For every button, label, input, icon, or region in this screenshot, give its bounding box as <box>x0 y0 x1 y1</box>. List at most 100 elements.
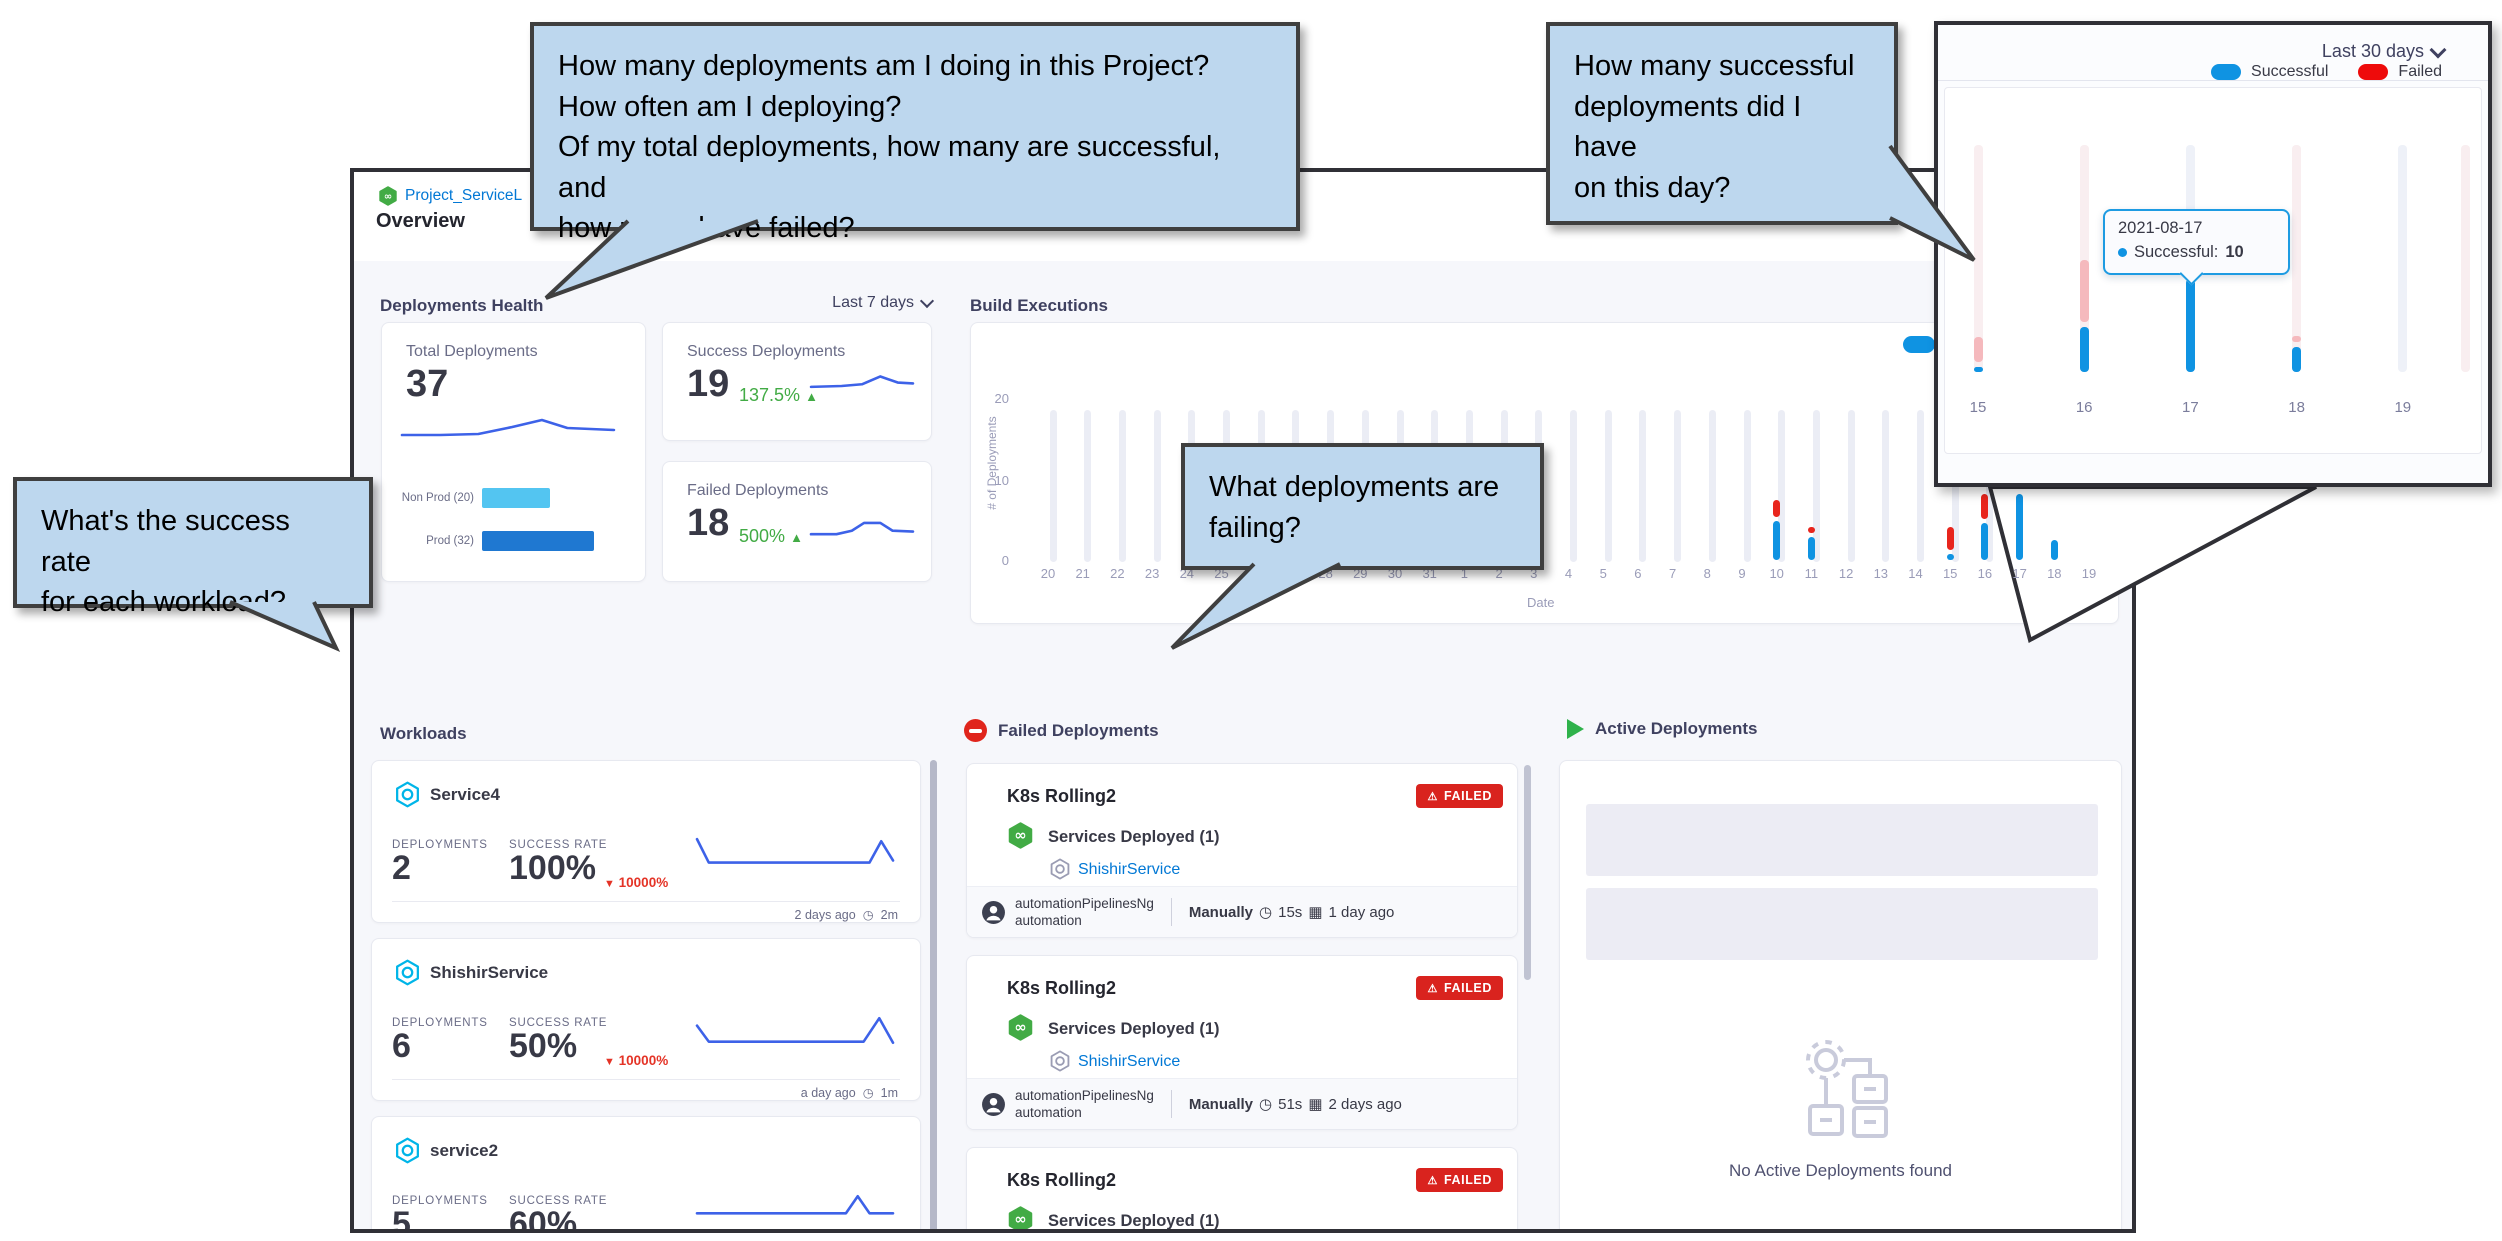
trigger-user: automation <box>1015 913 1082 928</box>
workload-trend: ▼ 10000% <box>604 875 669 890</box>
chart-column <box>1604 410 1612 562</box>
deployments-health-title: Deployments Health <box>380 296 544 315</box>
workload-sparkline <box>697 1193 893 1225</box>
chart-column <box>2398 145 2408 372</box>
clock-icon: ◷ <box>1259 904 1273 921</box>
workload-deployments-value: 2 <box>392 849 411 887</box>
status-badge: ⚠ FAILED <box>1416 784 1503 808</box>
warning-icon: ⚠ <box>1427 982 1438 995</box>
warning-icon: ⚠ <box>1427 790 1438 803</box>
trigger-mode: Manually <box>1188 903 1254 921</box>
popup-chart-legend: Successful Failed <box>2211 63 2442 81</box>
workload-name: ShishirService <box>430 963 549 982</box>
environment-bar-row: Non Prod (20) <box>382 488 631 508</box>
callout-tail <box>1888 144 1976 262</box>
magnified-chart-popup: Last 30 days Successful Failed 15 16 17 18 19… <box>1934 21 2492 487</box>
project-icon: ∞ <box>378 186 398 206</box>
total-deployments-sparkline <box>402 415 614 445</box>
workload-success-rate-value: 50% <box>509 1027 578 1065</box>
svg-text:∞: ∞ <box>1014 1019 1026 1036</box>
service-hexagon-icon <box>394 781 421 813</box>
success-trend: 137.5% ▲ <box>739 385 818 405</box>
up-arrow-icon: ▲ <box>805 389 818 404</box>
avatar <box>981 1092 1006 1117</box>
services-deployed-label: Services Deployed (1) <box>1048 828 1220 846</box>
cd-module-icon: ∞ <box>1007 822 1034 854</box>
chart-column <box>2079 145 2089 372</box>
deployments-range-select[interactable]: Last 7 days <box>754 293 935 312</box>
callout-deployment-questions: How many deployments am I doing in this … <box>530 22 1300 244</box>
tooltip-date: 2021-08-17 <box>2118 219 2203 237</box>
active-deployments-header: Active Deployments <box>1567 719 1758 739</box>
failed-deployment-card[interactable]: K8s Rolling2 ⚠ FAILED ∞ Services Deployed… <box>966 1147 1518 1229</box>
project-breadcrumb[interactable]: Project_ServiceL <box>405 187 523 204</box>
success-sparkline <box>811 373 913 399</box>
chart-column <box>1743 410 1751 562</box>
failed-bar[interactable] <box>2079 260 2089 322</box>
failed-trend: 500% ▲ <box>739 526 803 546</box>
y-tick: 10 <box>994 473 1009 488</box>
failed-bar[interactable] <box>1973 337 1983 362</box>
failed-deployments-value: 18 <box>687 502 730 544</box>
down-arrow-icon: ▼ <box>604 878 615 890</box>
tooltip-series-label: Successful: <box>2134 243 2219 261</box>
legend-item-failed[interactable]: Failed <box>2358 63 2442 81</box>
failed-deployments-label: Failed Deployments <box>687 482 829 499</box>
divider <box>1170 898 1172 926</box>
popup-chart: 15 16 17 18 19 <box>1938 25 2488 483</box>
service-link[interactable]: ShishirService <box>1078 861 1181 878</box>
workload-success-rate-value: 60% <box>509 1205 578 1233</box>
environment-bar <box>482 488 550 508</box>
up-arrow-icon: ▲ <box>790 530 803 545</box>
service-hexagon-icon <box>1049 1050 1071 1077</box>
failed-bar[interactable] <box>2292 336 2302 342</box>
x-tick: 17 <box>2182 399 2199 416</box>
workload-card[interactable]: Service4 DEPLOYMENTS SUCCESS RATE 2 100%… <box>371 760 921 923</box>
legend-pill-icon <box>2358 64 2389 80</box>
service-hexagon-icon <box>1049 858 1071 885</box>
failed-deployments-list: K8s Rolling2 ⚠ FAILED ∞ Services Deployed… <box>966 763 1518 1229</box>
failed-minus-icon <box>964 719 987 742</box>
environment-bar-row: Prod (32) <box>382 531 631 551</box>
warning-icon: ⚠ <box>1427 1174 1438 1187</box>
divider <box>392 901 900 902</box>
workload-trend: ▼ 10000% <box>604 1053 669 1068</box>
service-link[interactable]: ShishirService <box>1078 1053 1181 1070</box>
callout-tail <box>1170 562 1341 650</box>
chart-column <box>1153 410 1161 562</box>
success-rate-column-label: SUCCESS RATE <box>509 1195 608 1207</box>
failed-deployment-card[interactable]: K8s Rolling2 ⚠ FAILED ∞ Services Deployed… <box>966 763 1518 938</box>
chart-tooltip: 2021-08-17 Successful: 10 <box>2103 209 2290 286</box>
workload-sparkline <box>697 837 893 869</box>
page-title: Overview <box>376 210 465 232</box>
x-tick: 15 <box>1969 399 1987 416</box>
successful-bar[interactable] <box>1973 367 1983 372</box>
callout-failing-question: What deployments are failing? <box>1181 443 1544 570</box>
workload-success-rate-value: 100% <box>509 849 596 887</box>
legend-item-successful[interactable]: Successful <box>2211 63 2328 81</box>
failed-deployment-card[interactable]: K8s Rolling2 ⚠ FAILED ∞ Services Deployed… <box>966 955 1518 1130</box>
cd-module-icon: ∞ <box>1007 1206 1034 1229</box>
successful-bar[interactable] <box>2079 327 2089 372</box>
divider <box>1938 80 2488 81</box>
workload-last-deploy-time: 2 days ago <box>794 907 856 922</box>
workload-card[interactable]: service2 DEPLOYMENTS SUCCESS RATE 5 60% … <box>371 1116 921 1233</box>
workloads-scrollbar[interactable] <box>930 760 937 1229</box>
callout-tail <box>229 600 341 652</box>
callout-tail <box>544 219 759 300</box>
build-chart-x-axis-label: Date <box>1527 595 1555 610</box>
environment-bars: Non Prod (20) Prod (32) <box>382 488 631 574</box>
callout-successful-day-question: How many successful deployments did I ha… <box>1546 22 1898 225</box>
successful-bar[interactable] <box>2185 279 2195 372</box>
workload-name: Service4 <box>430 785 500 804</box>
svg-text:∞: ∞ <box>1014 827 1026 844</box>
workloads-title: Workloads <box>380 724 467 743</box>
workload-card[interactable]: ShishirService DEPLOYMENTS SUCCESS RATE … <box>371 938 921 1101</box>
successful-bar[interactable] <box>2292 347 2302 372</box>
failed-deployments-scrollbar[interactable] <box>1524 765 1531 980</box>
popup-range-select[interactable]: Last 30 days <box>2322 41 2447 62</box>
success-deployments-value: 19 <box>687 363 730 405</box>
x-tick: 19 <box>2394 399 2412 416</box>
success-deployments-label: Success Deployments <box>687 343 846 360</box>
